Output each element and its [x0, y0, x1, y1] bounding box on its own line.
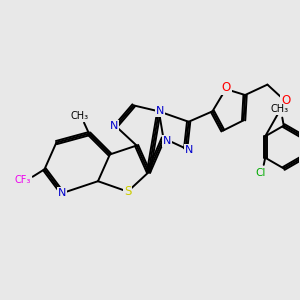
Text: N: N [110, 121, 118, 131]
Text: O: O [222, 81, 231, 94]
Text: Cl: Cl [256, 168, 266, 178]
Text: N: N [163, 136, 171, 146]
Text: CH₃: CH₃ [70, 111, 88, 121]
Text: N: N [156, 106, 165, 116]
Text: CH₃: CH₃ [270, 104, 288, 114]
Text: N: N [58, 188, 67, 198]
Text: S: S [124, 185, 131, 198]
Text: CF₃: CF₃ [15, 175, 31, 185]
Text: N: N [184, 145, 193, 155]
Text: O: O [281, 94, 290, 107]
